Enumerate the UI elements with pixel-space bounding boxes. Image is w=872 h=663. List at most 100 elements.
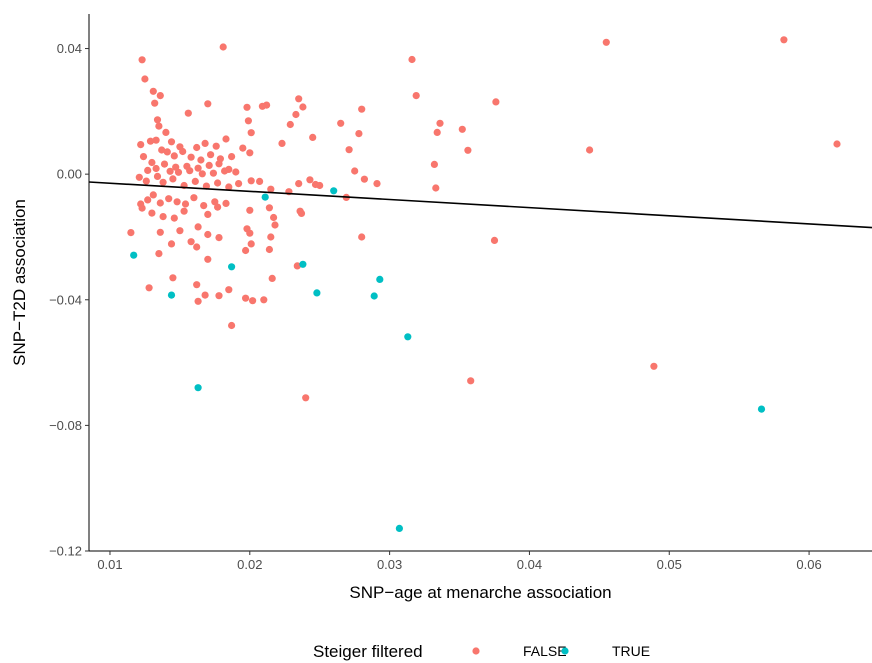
point-true-12: [757, 405, 766, 413]
point-false-121: [215, 292, 223, 300]
point-false-150: [430, 160, 438, 168]
point-false-93: [246, 206, 254, 214]
point-false-39: [160, 160, 169, 168]
point-false-92: [214, 203, 222, 211]
point-false-87: [148, 209, 156, 217]
point-true-7: [330, 187, 338, 195]
point-false-138: [345, 146, 353, 154]
point-false-125: [260, 296, 268, 304]
point-false-110: [193, 243, 201, 251]
point-true-4: [261, 193, 269, 201]
point-true-10: [404, 333, 412, 341]
point-false-76: [144, 196, 152, 204]
point-false-134: [309, 133, 317, 141]
point-false-136: [337, 119, 345, 127]
point-false-17: [167, 138, 176, 146]
point-false-155: [780, 36, 788, 44]
point-false-127: [228, 321, 236, 330]
point-false-31: [179, 147, 187, 156]
point-false-55: [135, 173, 143, 181]
point-false-26: [137, 141, 145, 149]
point-false-23: [239, 144, 247, 152]
point-false-95: [270, 213, 278, 222]
point-false-44: [215, 160, 223, 168]
point-false-24: [278, 139, 286, 147]
point-false-15: [162, 128, 170, 136]
legend-entries: FALSE TRUE: [472, 643, 650, 659]
point-false-118: [169, 274, 177, 282]
point-false-115: [293, 262, 301, 270]
point-false-14: [155, 122, 163, 130]
point-false-111: [242, 246, 250, 255]
point-false-158: [650, 362, 658, 370]
point-false-131: [299, 103, 307, 111]
point-false-77: [149, 191, 157, 199]
point-false-90: [180, 207, 188, 215]
point-false-137: [355, 130, 363, 138]
axes: [88, 14, 872, 552]
point-false-112: [247, 240, 255, 248]
point-false-48: [166, 167, 174, 175]
y-tick-label: 0.00: [57, 167, 82, 182]
point-false-119: [193, 281, 201, 289]
point-false-25: [246, 149, 254, 157]
x-tick-label: 0.03: [377, 557, 402, 572]
legend-key-false: [472, 647, 480, 655]
point-false-3: [149, 87, 157, 95]
y-tick-label: −0.12: [49, 544, 82, 559]
point-false-107: [167, 240, 176, 248]
point-false-71: [306, 176, 314, 184]
point-false-145: [492, 98, 500, 106]
point-false-149: [464, 146, 472, 154]
point-false-120: [201, 291, 209, 299]
point-false-43: [205, 161, 213, 169]
point-false-88: [159, 213, 167, 221]
point-false-85: [222, 199, 230, 207]
point-false-0: [138, 56, 146, 64]
point-false-141: [373, 180, 381, 188]
point-false-1: [219, 43, 227, 51]
point-false-106: [267, 233, 275, 241]
point-false-65: [235, 180, 243, 188]
point-false-57: [153, 172, 162, 180]
point-false-42: [194, 164, 202, 172]
point-false-154: [602, 38, 610, 46]
plot-panel: [88, 36, 872, 533]
point-false-94: [265, 204, 273, 212]
point-false-83: [200, 202, 208, 210]
point-false-53: [221, 167, 229, 175]
point-false-130: [295, 95, 303, 103]
point-false-102: [215, 234, 223, 242]
x-tick-label: 0.06: [796, 557, 821, 572]
point-false-6: [184, 109, 192, 117]
point-false-79: [165, 195, 173, 203]
point-false-140: [360, 175, 368, 183]
point-false-101: [204, 230, 212, 239]
point-false-144: [412, 92, 420, 100]
point-false-63: [214, 179, 222, 187]
regression-line: [88, 181, 872, 229]
y-tick-label: 0.04: [57, 41, 82, 56]
point-false-113: [265, 245, 273, 254]
point-false-108: [187, 238, 195, 246]
x-tick-label: 0.02: [237, 557, 262, 572]
point-false-117: [145, 284, 153, 292]
point-false-142: [358, 233, 366, 241]
point-false-29: [163, 148, 171, 156]
legend-label-false: FALSE: [523, 643, 567, 659]
point-false-153: [467, 377, 475, 385]
point-false-157: [833, 140, 841, 148]
point-false-128: [302, 394, 310, 402]
point-false-143: [408, 55, 416, 64]
point-true-5: [299, 260, 307, 268]
point-true-11: [395, 524, 403, 533]
point-false-89: [170, 214, 178, 222]
point-true-9: [376, 275, 384, 283]
point-false-28: [158, 146, 166, 154]
point-true-3: [228, 263, 236, 271]
point-false-78: [156, 199, 164, 207]
point-false-56: [142, 177, 150, 185]
point-false-91: [204, 210, 212, 218]
point-false-30: [170, 152, 178, 160]
point-false-36: [228, 153, 236, 161]
